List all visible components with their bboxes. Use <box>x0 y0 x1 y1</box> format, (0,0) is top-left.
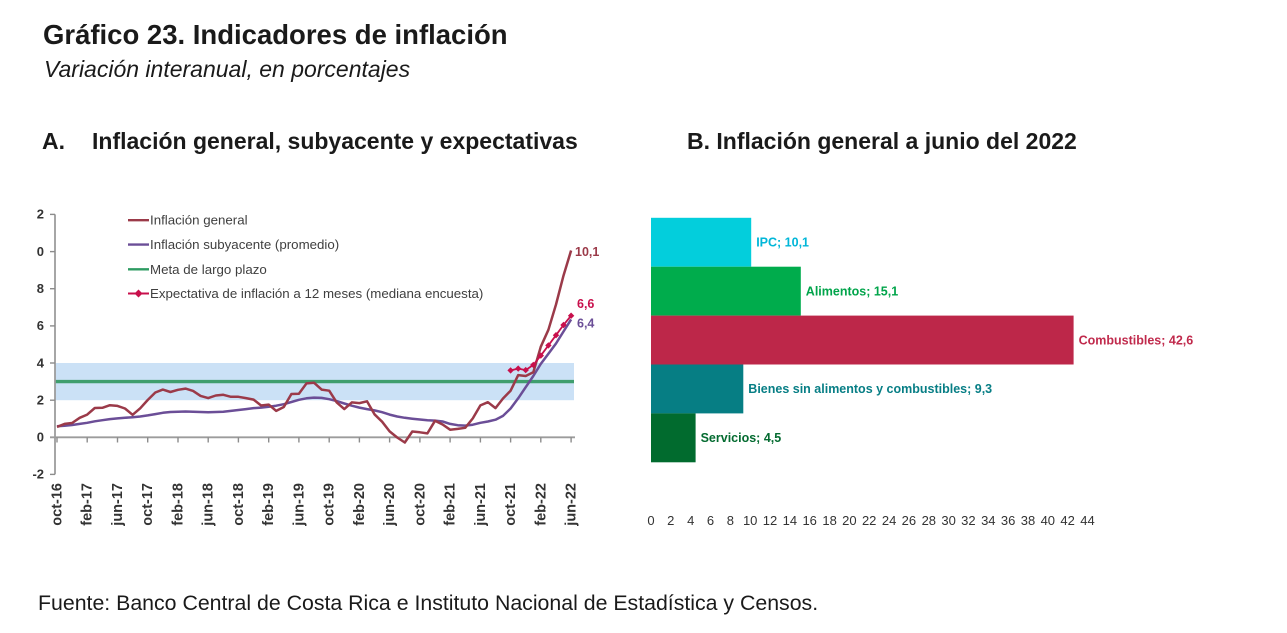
svg-text:feb-17: feb-17 <box>80 483 96 526</box>
svg-text:IPC; 10,1: IPC; 10,1 <box>756 236 809 250</box>
svg-text:14: 14 <box>783 513 797 528</box>
svg-text:8: 8 <box>37 281 44 296</box>
svg-text:Combustibles; 42,6: Combustibles; 42,6 <box>1079 333 1194 347</box>
svg-text:2: 2 <box>667 513 674 528</box>
svg-text:0: 0 <box>37 244 44 259</box>
svg-text:16: 16 <box>802 513 816 528</box>
svg-text:-2: -2 <box>32 467 44 482</box>
svg-text:30: 30 <box>941 513 955 528</box>
svg-text:feb-22: feb-22 <box>533 483 549 526</box>
svg-text:4: 4 <box>687 513 694 528</box>
svg-text:8: 8 <box>727 513 734 528</box>
svg-text:Expectativa de inflación a 12: Expectativa de inflación a 12 meses (med… <box>150 286 483 301</box>
svg-text:jun-22: jun-22 <box>564 483 580 527</box>
svg-text:22: 22 <box>862 513 876 528</box>
svg-text:jun-19: jun-19 <box>291 483 307 527</box>
svg-text:Meta de largo plazo: Meta de largo plazo <box>150 262 267 277</box>
svg-text:44: 44 <box>1080 513 1094 528</box>
svg-text:42: 42 <box>1060 513 1074 528</box>
svg-text:Bienes sin alimentos y combust: Bienes sin alimentos y combustibles; 9,3 <box>748 382 992 396</box>
svg-text:Inflación subyacente (promedio: Inflación subyacente (promedio) <box>150 237 339 252</box>
svg-text:36: 36 <box>1001 513 1015 528</box>
svg-text:26: 26 <box>902 513 916 528</box>
svg-text:24: 24 <box>882 513 896 528</box>
svg-text:0: 0 <box>37 430 44 445</box>
svg-text:20: 20 <box>842 513 856 528</box>
svg-text:oct-17: oct-17 <box>140 483 156 526</box>
svg-text:Servicios; 4,5: Servicios; 4,5 <box>701 431 782 445</box>
svg-text:34: 34 <box>981 513 995 528</box>
svg-text:28: 28 <box>922 513 936 528</box>
svg-text:jun-18: jun-18 <box>201 483 217 527</box>
svg-text:18: 18 <box>822 513 836 528</box>
svg-text:38: 38 <box>1021 513 1035 528</box>
svg-text:feb-19: feb-19 <box>261 483 277 526</box>
svg-text:oct-20: oct-20 <box>412 483 428 526</box>
svg-text:2: 2 <box>37 207 44 222</box>
svg-text:jun-17: jun-17 <box>110 483 126 527</box>
svg-text:Inflación general: Inflación general <box>150 213 248 228</box>
svg-text:feb-21: feb-21 <box>443 483 459 526</box>
svg-text:oct-18: oct-18 <box>231 483 247 526</box>
svg-text:oct-21: oct-21 <box>503 483 519 526</box>
svg-text:40: 40 <box>1041 513 1055 528</box>
svg-text:jun-21: jun-21 <box>473 483 489 527</box>
svg-text:2: 2 <box>37 393 44 408</box>
svg-text:6,6: 6,6 <box>577 297 594 311</box>
svg-text:6: 6 <box>37 318 44 333</box>
svg-text:Alimentos; 15,1: Alimentos; 15,1 <box>806 284 898 298</box>
svg-text:oct-16: oct-16 <box>50 483 66 526</box>
svg-text:6: 6 <box>707 513 714 528</box>
svg-text:jun-20: jun-20 <box>382 483 398 527</box>
svg-text:12: 12 <box>763 513 777 528</box>
svg-text:10: 10 <box>743 513 757 528</box>
svg-text:6,4: 6,4 <box>577 317 594 331</box>
svg-text:4: 4 <box>37 355 45 370</box>
svg-text:oct-19: oct-19 <box>322 483 338 526</box>
svg-text:32: 32 <box>961 513 975 528</box>
svg-text:0: 0 <box>647 513 654 528</box>
svg-text:10,1: 10,1 <box>575 245 599 259</box>
svg-text:feb-18: feb-18 <box>171 483 187 526</box>
svg-text:feb-20: feb-20 <box>352 483 368 526</box>
